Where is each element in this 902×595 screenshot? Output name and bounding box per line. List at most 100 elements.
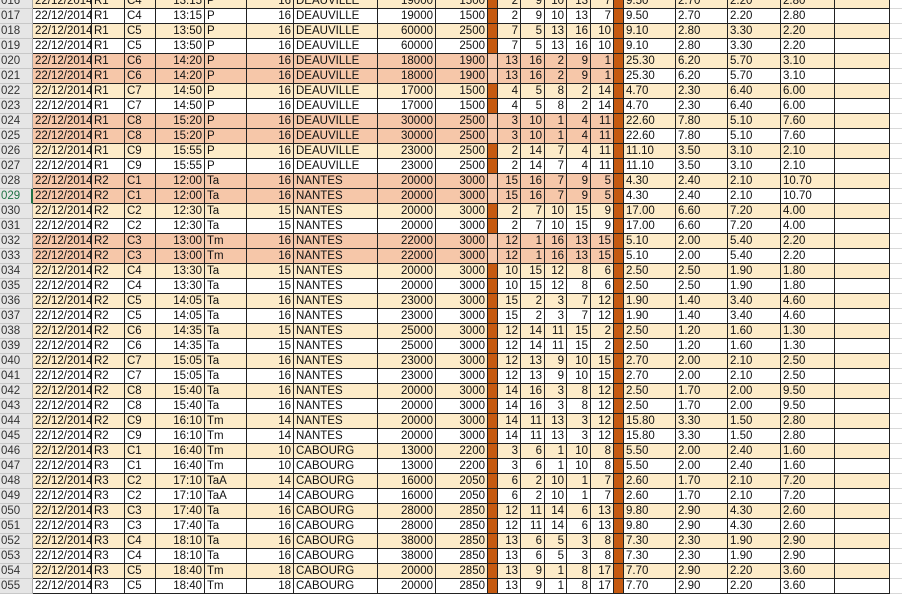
empty-cell[interactable] <box>890 279 902 294</box>
course-cell[interactable]: C4 <box>125 534 156 549</box>
row-header[interactable]: 041 <box>0 369 33 384</box>
p4-cell[interactable]: 8 <box>567 399 591 414</box>
course-cell[interactable]: C8 <box>125 114 156 129</box>
city-cell[interactable]: NANTES <box>294 174 378 189</box>
date-cell[interactable]: 22/12/2014 <box>33 84 92 99</box>
odds1-cell[interactable]: 2.50 <box>624 264 676 279</box>
p4-cell[interactable]: 10 <box>567 444 591 459</box>
city-cell[interactable]: CABOURG <box>294 444 378 459</box>
date-cell[interactable]: 22/12/2014 <box>33 144 92 159</box>
runners-cell[interactable]: 16 <box>247 174 294 189</box>
date-cell[interactable]: 22/12/2014 <box>33 189 92 204</box>
table-row[interactable]: 049 22/12/2014 R3 C2 17:10 TaA 14 CABOURG 16000 2… <box>0 489 902 504</box>
amount-cell[interactable]: 20000 <box>378 399 436 414</box>
odds4-cell[interactable]: 1.80 <box>781 279 835 294</box>
odds1-cell[interactable]: 11.10 <box>624 159 676 174</box>
p3-cell[interactable]: 9 <box>545 369 567 384</box>
city-cell[interactable]: DEAUVILLE <box>294 24 378 39</box>
p1-cell[interactable]: 12 <box>498 354 521 369</box>
amount-cell[interactable]: 38000 <box>378 534 436 549</box>
p1-cell[interactable]: 13 <box>498 549 521 564</box>
p5-cell[interactable]: 17 <box>591 579 614 594</box>
type-cell[interactable]: P <box>205 129 247 144</box>
type-cell[interactable]: Ta <box>205 189 247 204</box>
p3-cell[interactable]: 7 <box>545 174 567 189</box>
city-cell[interactable]: NANTES <box>294 354 378 369</box>
p5-cell[interactable]: 7 <box>591 474 614 489</box>
p4-cell[interactable]: 3 <box>567 549 591 564</box>
course-cell[interactable]: C7 <box>125 99 156 114</box>
p4-cell[interactable]: 3 <box>567 534 591 549</box>
date-cell[interactable]: 22/12/2014 <box>33 99 92 114</box>
p2-cell[interactable]: 10 <box>521 114 545 129</box>
p5-cell[interactable]: 2 <box>591 339 614 354</box>
divider-cell[interactable] <box>614 354 624 369</box>
odds3-cell[interactable]: 1.50 <box>728 414 781 429</box>
time-cell[interactable]: 12:30 <box>156 204 205 219</box>
p3-cell[interactable]: 1 <box>545 444 567 459</box>
runners-cell[interactable]: 15 <box>247 339 294 354</box>
date-cell[interactable]: 22/12/2014 <box>33 414 92 429</box>
p5-cell[interactable]: 1 <box>591 69 614 84</box>
odds1-cell[interactable]: 9.80 <box>624 504 676 519</box>
time-cell[interactable]: 13:50 <box>156 39 205 54</box>
odds2-cell[interactable]: 2.90 <box>676 564 728 579</box>
odds1-cell[interactable]: 7.30 <box>624 549 676 564</box>
odds4-cell[interactable]: 1.60 <box>781 459 835 474</box>
table-row[interactable]: 041 22/12/2014 R2 C7 15:05 Ta 16 NANTES 23000 300… <box>0 369 902 384</box>
distance-cell[interactable]: 3000 <box>436 264 488 279</box>
type-cell[interactable]: P <box>205 114 247 129</box>
empty-cell[interactable] <box>835 549 890 564</box>
city-cell[interactable]: NANTES <box>294 249 378 264</box>
type-cell[interactable]: TaA <box>205 489 247 504</box>
p2-cell[interactable]: 5 <box>521 39 545 54</box>
distance-cell[interactable]: 2200 <box>436 444 488 459</box>
type-cell[interactable]: Ta <box>205 384 247 399</box>
divider-cell[interactable] <box>488 309 498 324</box>
table-row[interactable]: 025 22/12/2014 R1 C8 15:20 P 16 DEAUVILLE 30000 2… <box>0 129 902 144</box>
p4-cell[interactable]: 1 <box>567 474 591 489</box>
runners-cell[interactable]: 16 <box>247 234 294 249</box>
empty-cell[interactable] <box>890 264 902 279</box>
empty-cell[interactable] <box>890 324 902 339</box>
p3-cell[interactable]: 11 <box>545 339 567 354</box>
date-cell[interactable]: 22/12/2014 <box>33 519 92 534</box>
amount-cell[interactable]: 23000 <box>378 309 436 324</box>
distance-cell[interactable]: 3000 <box>436 384 488 399</box>
empty-cell[interactable] <box>835 99 890 114</box>
p4-cell[interactable]: 4 <box>567 159 591 174</box>
distance-cell[interactable]: 2500 <box>436 129 488 144</box>
p5-cell[interactable]: 15 <box>591 234 614 249</box>
city-cell[interactable]: CABOURG <box>294 564 378 579</box>
city-cell[interactable]: NANTES <box>294 294 378 309</box>
time-cell[interactable]: 14:35 <box>156 324 205 339</box>
p3-cell[interactable]: 7 <box>545 144 567 159</box>
row-header[interactable]: 037 <box>0 309 33 324</box>
amount-cell[interactable]: 60000 <box>378 24 436 39</box>
p2-cell[interactable]: 11 <box>521 519 545 534</box>
divider-cell[interactable] <box>614 534 624 549</box>
divider-cell[interactable] <box>614 174 624 189</box>
p1-cell[interactable]: 14 <box>498 414 521 429</box>
p3-cell[interactable]: 8 <box>545 99 567 114</box>
divider-cell[interactable] <box>614 204 624 219</box>
p1-cell[interactable]: 12 <box>498 234 521 249</box>
p1-cell[interactable]: 2 <box>498 219 521 234</box>
runners-cell[interactable]: 16 <box>247 534 294 549</box>
empty-cell[interactable] <box>835 339 890 354</box>
runners-cell[interactable]: 16 <box>247 9 294 24</box>
p4-cell[interactable]: 2 <box>567 99 591 114</box>
p5-cell[interactable]: 15 <box>591 249 614 264</box>
city-cell[interactable]: NANTES <box>294 204 378 219</box>
empty-cell[interactable] <box>890 39 902 54</box>
divider-cell[interactable] <box>614 234 624 249</box>
p3-cell[interactable]: 14 <box>545 519 567 534</box>
type-cell[interactable]: Ta <box>205 339 247 354</box>
p1-cell[interactable]: 12 <box>498 519 521 534</box>
course-cell[interactable]: C3 <box>125 519 156 534</box>
odds2-cell[interactable]: 6.20 <box>676 54 728 69</box>
divider-cell[interactable] <box>614 414 624 429</box>
type-cell[interactable]: Tm <box>205 444 247 459</box>
odds2-cell[interactable]: 7.80 <box>676 114 728 129</box>
odds2-cell[interactable]: 2.40 <box>676 174 728 189</box>
